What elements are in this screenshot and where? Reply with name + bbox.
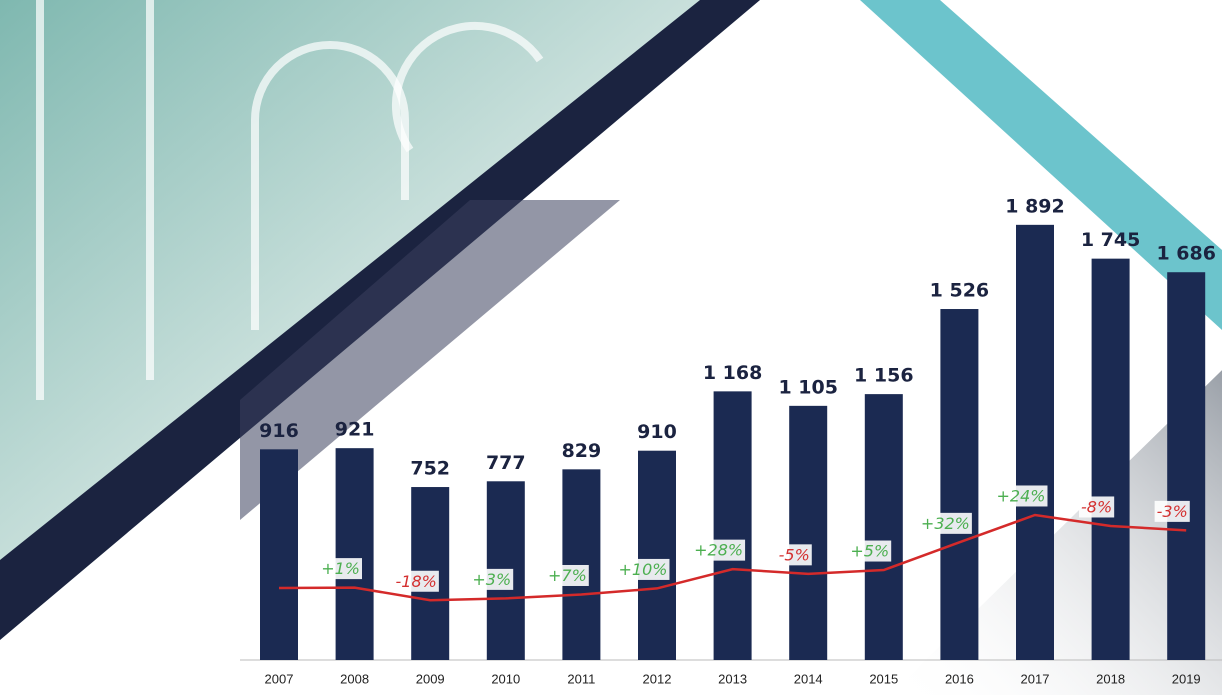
change-label: +3% — [470, 568, 514, 590]
value-label: 1 686 — [1156, 243, 1216, 265]
change-label: +24% — [994, 485, 1048, 507]
change-label: +1% — [319, 558, 362, 580]
change-text: +32% — [921, 514, 970, 533]
change-label-bg — [470, 568, 514, 590]
change-label: -18% — [393, 570, 439, 592]
x-tick-label: 2017 — [1021, 671, 1050, 686]
change-label-bg — [848, 540, 892, 562]
change-label-bg — [319, 558, 362, 580]
x-tick-label: 2010 — [491, 671, 520, 686]
value-label: 752 — [410, 458, 450, 480]
change-label: -8% — [1079, 496, 1115, 518]
value-label: 777 — [486, 452, 526, 474]
change-text: +3% — [472, 570, 511, 589]
x-tick-label: 2014 — [794, 671, 823, 686]
change-label: +7% — [546, 564, 589, 586]
bar — [713, 391, 752, 660]
change-text: -18% — [396, 572, 437, 591]
value-label: 1 105 — [778, 376, 838, 398]
x-tick-label: 2011 — [567, 671, 595, 686]
value-label: 910 — [637, 421, 677, 443]
change-label-bg — [776, 544, 812, 566]
bar — [1167, 272, 1206, 660]
change-text: +1% — [321, 559, 360, 578]
bar — [562, 469, 601, 660]
bar — [940, 309, 979, 660]
bar — [789, 405, 828, 660]
value-label: 1 526 — [930, 280, 990, 302]
bar — [864, 394, 903, 660]
change-text: +24% — [997, 486, 1046, 505]
x-tick-label: 2008 — [340, 671, 369, 686]
change-label-bg — [393, 570, 439, 592]
change-label: -3% — [1154, 500, 1190, 522]
change-text: -5% — [779, 545, 810, 564]
change-label: +28% — [692, 539, 746, 561]
value-label: 1 168 — [703, 362, 763, 384]
change-text: +28% — [694, 541, 743, 560]
change-text: -8% — [1081, 497, 1112, 516]
trend-line — [278, 513, 1187, 602]
x-tick-label: 2012 — [643, 671, 672, 686]
bar — [1091, 258, 1130, 660]
change-label: +32% — [918, 512, 972, 534]
x-tick-label: 2015 — [869, 671, 898, 686]
change-text: -3% — [1157, 502, 1188, 521]
x-tick-label: 2009 — [416, 671, 445, 686]
bar — [335, 448, 374, 660]
change-text: +7% — [548, 566, 587, 585]
change-text: +10% — [619, 560, 668, 579]
value-label: 1 892 — [1005, 195, 1065, 217]
value-label: 1 745 — [1081, 229, 1141, 251]
change-label-bg — [1154, 500, 1190, 522]
x-tick-label: 2018 — [1096, 671, 1125, 686]
x-tick-label: 2007 — [265, 671, 294, 686]
bar — [1016, 224, 1054, 660]
bar — [260, 449, 298, 660]
value-label: 921 — [335, 419, 375, 441]
value-label: 916 — [259, 420, 299, 442]
x-tick-label: 2016 — [945, 671, 974, 686]
change-label: +10% — [616, 558, 670, 580]
x-tick-label: 2019 — [1172, 671, 1201, 686]
change-label-bg — [994, 485, 1048, 507]
change-label-bg — [692, 539, 746, 561]
change-label: -5% — [776, 544, 812, 566]
value-label: 1 156 — [854, 365, 914, 387]
change-label-bg — [918, 512, 972, 534]
change-label-bg — [1079, 496, 1115, 518]
x-tick-label: 2013 — [718, 671, 747, 686]
change-label-bg — [616, 558, 670, 580]
value-label: 829 — [562, 440, 602, 462]
bar — [638, 450, 676, 660]
change-label-bg — [546, 564, 589, 586]
change-text: +5% — [850, 542, 889, 561]
change-label: +5% — [848, 540, 892, 562]
